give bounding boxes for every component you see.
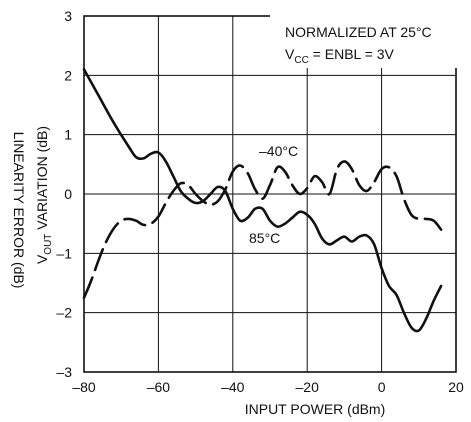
x-tick-label: –20 bbox=[296, 379, 320, 395]
y-tick-label: 1 bbox=[64, 127, 72, 143]
y-tick-label: 3 bbox=[64, 8, 72, 24]
y-axis-title-inner: VOUT VARIATION (dB) bbox=[34, 126, 54, 264]
tick-labels: –80 –60 –40 –20 0 20 –3 –2 –1 0 1 2 3 bbox=[56, 8, 464, 395]
series-label-minus40c: –40°C bbox=[259, 143, 298, 159]
series-label-85c: 85°C bbox=[249, 230, 280, 246]
x-tick-label: 0 bbox=[378, 379, 386, 395]
x-tick-label: –40 bbox=[221, 379, 245, 395]
x-tick-label: 20 bbox=[448, 379, 464, 395]
y-axis-title-inner-post: VARIATION (dB) bbox=[34, 126, 50, 234]
grid-lines bbox=[84, 16, 456, 372]
x-tick-label: –60 bbox=[147, 379, 171, 395]
vcc-note-pre: V bbox=[285, 46, 295, 62]
y-axis-title-inner-pre: V bbox=[34, 254, 50, 264]
x-tick-label: –80 bbox=[72, 379, 96, 395]
y-tick-label: –1 bbox=[56, 245, 72, 261]
vcc-note-post: = ENBL = 3V bbox=[309, 46, 395, 62]
vcc-note: VCC = ENBL = 3V bbox=[285, 46, 395, 66]
series-85c-curve bbox=[82, 68, 443, 333]
y-tick-label: –2 bbox=[56, 305, 72, 321]
y-tick-label: –3 bbox=[56, 364, 72, 380]
y-axis-title-outer: LINEARITY ERROR (dB) bbox=[11, 132, 27, 289]
y-tick-label: 0 bbox=[64, 186, 72, 202]
normalized-note: NORMALIZED AT 25°C bbox=[285, 24, 432, 40]
series-minus40c-curve bbox=[82, 160, 443, 300]
y-axis-title-inner-sub: OUT bbox=[43, 234, 54, 255]
annotation-backdrop bbox=[270, 12, 458, 68]
x-axis-title: INPUT POWER (dBm) bbox=[245, 401, 386, 417]
curves bbox=[82, 68, 443, 333]
y-tick-label: 2 bbox=[64, 67, 72, 83]
vcc-note-sub: CC bbox=[294, 55, 308, 66]
